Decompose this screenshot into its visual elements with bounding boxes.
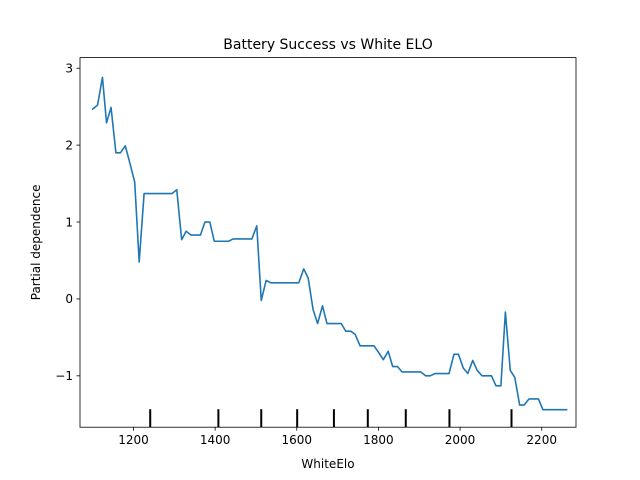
y-tick-label-3: 2 xyxy=(65,138,73,152)
y-tick-label-0: −1 xyxy=(55,369,73,383)
rug-marks xyxy=(149,409,513,428)
y-tick-label-4: 3 xyxy=(65,62,73,76)
x-axis-ticks: 1200 1400 1600 1800 2000 2200 xyxy=(118,427,557,447)
x-tick-label-1: 1400 xyxy=(200,433,231,447)
x-tick-label-3: 1800 xyxy=(363,433,394,447)
y-axis-ticks: −1 0 1 2 3 xyxy=(55,62,80,383)
plot-frame xyxy=(79,57,577,428)
x-tick-label-5: 2200 xyxy=(526,433,557,447)
x-axis-label: WhiteElo xyxy=(301,457,354,471)
chart-title: Battery Success vs White ELO xyxy=(223,37,432,53)
y-tick-label-2: 1 xyxy=(65,215,73,229)
partial-dependence-line xyxy=(91,76,568,411)
y-axis-label: Partial dependence xyxy=(29,185,43,301)
x-tick-label-0: 1200 xyxy=(118,433,149,447)
x-tick-label-2: 1600 xyxy=(281,433,312,447)
x-tick-label-4: 2000 xyxy=(445,433,476,447)
y-tick-label-1: 0 xyxy=(65,292,73,306)
